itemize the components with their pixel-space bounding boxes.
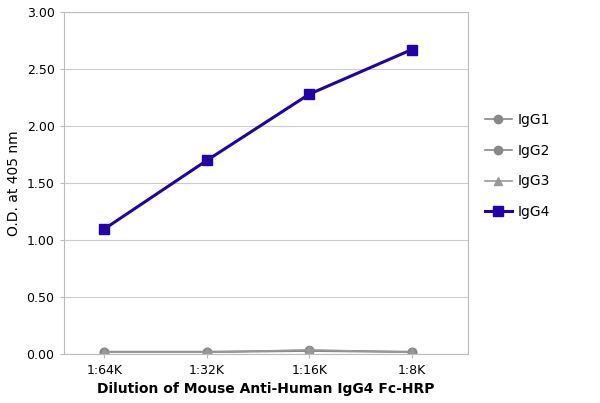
Line: IgG4: IgG4 [100, 45, 416, 234]
IgG2 [203, 349, 211, 354]
X-axis label: Dilution of Mouse Anti-Human IgG4 Fc-HRP: Dilution of Mouse Anti-Human IgG4 Fc-HRP [97, 382, 434, 396]
IgG1 [305, 349, 313, 353]
IgG3 [408, 350, 415, 355]
Line: IgG2: IgG2 [100, 346, 416, 356]
IgG2 [101, 349, 108, 354]
Legend: IgG1, IgG2, IgG3, IgG4: IgG1, IgG2, IgG3, IgG4 [479, 108, 556, 224]
IgG2 [408, 349, 415, 354]
IgG3 [305, 347, 313, 352]
IgG3 [101, 350, 108, 355]
Line: IgG1: IgG1 [100, 347, 416, 356]
Y-axis label: O.D. at 405 nm: O.D. at 405 nm [7, 131, 21, 236]
IgG4 [203, 158, 211, 163]
IgG1 [101, 350, 108, 355]
IgG2 [305, 348, 313, 353]
IgG1 [408, 350, 415, 355]
IgG4 [408, 47, 415, 52]
IgG4 [305, 92, 313, 97]
IgG1 [203, 350, 211, 355]
IgG4 [101, 226, 108, 231]
IgG3 [203, 350, 211, 355]
Line: IgG3: IgG3 [100, 346, 416, 356]
